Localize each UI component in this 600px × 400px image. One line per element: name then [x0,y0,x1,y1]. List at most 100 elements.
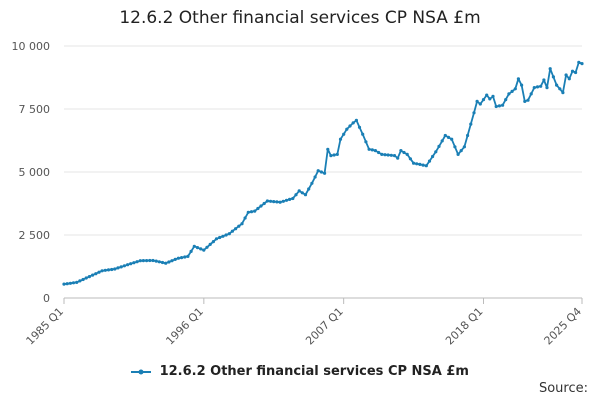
data-point [288,197,292,201]
data-point [405,152,409,156]
data-point [141,259,145,263]
data-point [272,200,276,204]
data-point [227,232,231,236]
data-point [335,152,339,156]
data-point [497,104,501,108]
data-point [421,163,425,167]
data-point [402,150,406,155]
x-tick-label: 2007 Q1 [303,305,346,348]
data-point [491,94,495,98]
data-point [84,276,88,280]
data-point [443,133,447,138]
data-point [523,99,527,103]
data-point [450,137,454,141]
data-point [297,189,301,193]
data-point [532,86,536,90]
data-point [310,181,314,185]
data-point [364,140,368,144]
data-point [367,147,371,151]
y-axis-tick-labels: 0 2 500 5 000 7 500 10 000 [12,40,51,305]
y-tick-label: 0 [43,292,50,305]
data-point [539,84,543,88]
data-point [526,98,530,102]
data-point [259,204,263,208]
data-point [513,87,517,91]
data-point [516,77,521,81]
data-point [100,269,104,273]
data-point [469,122,473,126]
data-point [357,125,362,129]
data-point [580,62,584,66]
data-point [501,103,505,107]
x-tick-label: 2018 Q1 [443,305,486,348]
data-point [351,121,355,125]
data-point [132,261,136,265]
data-point [389,153,393,157]
data-point [354,118,358,122]
data-point [459,149,463,153]
data-point [561,91,565,95]
data-point [348,124,352,128]
data-point [545,86,549,90]
data-point [269,199,273,203]
data-point [106,268,111,272]
data-point [253,209,257,213]
series-line [63,61,583,285]
data-point [567,77,571,81]
legend[interactable]: 12.6.2 Other financial services CP NSA £… [0,364,600,379]
data-point [412,161,416,165]
data-point [551,75,556,79]
data-point [186,254,190,258]
data-point [218,235,222,240]
data-point [361,132,365,136]
data-point [75,280,79,284]
data-point [481,98,486,102]
data-point [281,199,285,203]
data-point [164,261,168,265]
data-point [221,234,225,238]
data-point [189,249,193,253]
data-point [68,281,72,285]
data-point [342,132,346,136]
data-point [135,260,139,264]
data-point [494,104,498,109]
data-point [472,111,476,115]
data-point [173,257,177,261]
data-point [542,78,546,82]
data-point [466,133,470,138]
data-point [157,260,161,264]
data-point [167,260,171,264]
data-point [129,262,133,266]
data-point [78,279,82,283]
data-point [529,92,533,96]
data-point [478,102,482,106]
data-point [211,240,215,244]
data-point [313,175,317,179]
data-point [116,266,120,270]
data-point [555,83,559,87]
data-point [205,245,209,249]
x-axis: 1985 Q1 1996 Q1 2007 Q1 2018 Q1 2025 Q4 [24,297,584,348]
data-point [345,127,349,131]
data-point [415,162,419,166]
data-point [370,148,374,152]
data-point [183,255,187,259]
data-point [319,170,323,174]
data-point [195,246,200,250]
data-point [256,206,260,211]
data-point [380,152,384,156]
data-point [564,73,568,77]
source-label: Source: [538,381,588,396]
line-chart: 0 2 500 5 000 7 500 10 000 1985 Q1 1996 Q1 200… [12,40,585,348]
data-point [202,248,206,252]
data-point [176,256,180,260]
data-point [97,270,101,274]
y-tick-label: 2 500 [19,229,51,242]
data-point [377,150,381,155]
data-point [383,153,387,157]
data-point [170,259,174,263]
data-point [122,264,126,268]
data-point [558,87,562,91]
data-point [199,247,203,251]
